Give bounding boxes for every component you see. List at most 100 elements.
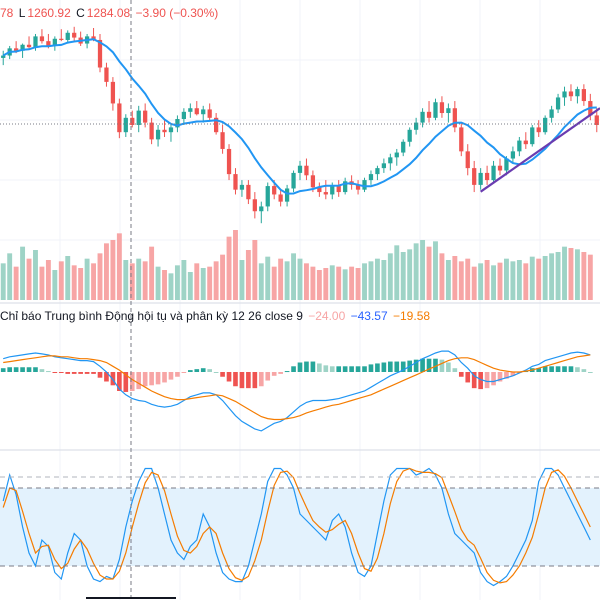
macd-histogram-bar [207, 369, 212, 372]
macd-histogram-bar [304, 361, 309, 372]
macd-histogram-bar [271, 372, 277, 376]
macd-histogram-bar [471, 372, 477, 389]
macd-histogram-bar [349, 366, 354, 372]
macd-histogram-bar [536, 368, 542, 372]
macd-histogram-bar [142, 372, 148, 387]
macd-histogram-bar [246, 372, 251, 389]
candle-body [168, 127, 174, 133]
macd-histogram-bar [213, 372, 219, 373]
candle-body [439, 102, 445, 114]
volume-bar [484, 260, 490, 300]
volume-bar [278, 258, 284, 300]
volume-bar [381, 260, 387, 300]
volume-bar [529, 256, 535, 300]
macd-histogram-bar [433, 358, 438, 372]
trend-line[interactable] [480, 107, 600, 193]
macd-histogram-bar [71, 372, 77, 374]
macd-histogram-bar [194, 369, 200, 372]
macd-histogram-bar [588, 372, 593, 373]
volume-bar [316, 270, 322, 300]
candle-body [484, 172, 490, 181]
volume-bar [168, 273, 174, 300]
macd-histogram-bar [575, 367, 580, 372]
volume-bar [78, 268, 84, 300]
macd-histogram-bar [226, 372, 232, 382]
macd-histogram-bar [504, 372, 509, 379]
macd-histogram-bar [510, 372, 516, 376]
macd-histogram-bar [446, 362, 451, 372]
candle-body [543, 117, 548, 133]
volume-bar [110, 240, 116, 300]
candle-body [401, 141, 406, 153]
price-candles [1, 26, 599, 224]
candle-body [72, 32, 77, 38]
volume-bar [200, 268, 206, 300]
volume-bar [439, 253, 445, 300]
volume-bar [45, 260, 51, 300]
stochastic-d-line [2, 467, 591, 584]
macd-histogram-bar [342, 366, 348, 372]
macd-histogram-bar [562, 366, 567, 372]
volume-bar [71, 265, 77, 300]
candle-body [117, 103, 122, 133]
candle-body [343, 181, 348, 193]
volume-bar [400, 252, 406, 300]
volume-bar [239, 260, 245, 300]
candle-body [91, 36, 96, 40]
candle-body [46, 41, 51, 46]
macd-histogram-bar [136, 372, 142, 390]
volume-bar [336, 266, 342, 300]
candle-body [291, 172, 296, 189]
volume-bar [581, 252, 587, 300]
candle-body [478, 172, 483, 185]
candle-body [1, 55, 6, 58]
candle-body [426, 111, 432, 118]
macd-histogram-bar [362, 366, 367, 372]
ohlc-legend: 78 L 1260.92 C 1284.08 −3.90 (−0.30%) [0, 6, 220, 20]
candle-body [407, 129, 412, 142]
candle-body [239, 184, 245, 190]
volume-bar [420, 240, 426, 300]
macd-histogram-bar [381, 362, 387, 372]
volume-bar [104, 243, 109, 300]
candle-body [155, 129, 161, 140]
candle-body [581, 89, 586, 102]
candle-body [201, 109, 206, 115]
volume-bar [329, 265, 335, 300]
macd-histogram-bar [84, 372, 90, 374]
candle-body [388, 157, 393, 164]
macd-histogram-bar [46, 371, 51, 373]
candle-body [278, 194, 283, 202]
volume-bar [20, 246, 26, 300]
volume-bar [194, 263, 200, 300]
candle-body [59, 38, 64, 40]
candle-body [414, 122, 419, 130]
candle-body [233, 174, 238, 190]
macd-histogram-bar [284, 371, 290, 373]
macd-histogram-bar [400, 361, 406, 372]
close-value: 1284.08 [86, 6, 131, 20]
volume-bar [52, 270, 58, 300]
candle-body [175, 119, 180, 128]
macd-histogram-value: −24.00 [308, 309, 346, 323]
macd-histogram-bar [426, 358, 432, 372]
volume-bar [0, 263, 6, 300]
macd-histogram-bar [52, 372, 58, 373]
macd-histogram-bar [7, 367, 12, 372]
candle-body [26, 44, 32, 48]
volume-bar [187, 272, 193, 300]
macd-histogram-bar [484, 372, 490, 389]
volume-bar [516, 260, 522, 300]
macd-histogram-bar [220, 372, 225, 377]
volume-bar [349, 266, 355, 300]
volume-bar [220, 254, 226, 300]
volume-bar [452, 256, 458, 300]
candle-body [362, 180, 367, 190]
volume-bar [226, 236, 232, 300]
volume-bar [323, 268, 329, 300]
candle-body [504, 158, 509, 171]
macd-legend: Chỉ báo Trung bình Động hội tụ và phân k… [0, 309, 432, 323]
candle-body [136, 110, 141, 125]
volume-bar [504, 258, 509, 300]
